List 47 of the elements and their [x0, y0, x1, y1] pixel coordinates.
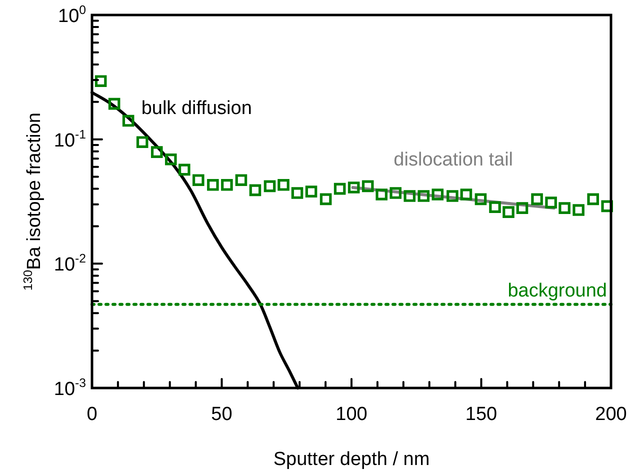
x-tick-label: 0 — [86, 404, 98, 425]
point — [178, 164, 190, 176]
point — [432, 188, 444, 200]
point — [587, 193, 599, 206]
point — [136, 136, 148, 148]
point — [558, 202, 570, 214]
point — [348, 182, 360, 194]
point — [489, 201, 501, 214]
y-axis-title: 130Ba isotope fraction — [21, 112, 45, 290]
point — [390, 187, 402, 199]
point — [150, 146, 163, 158]
x-tick-label: 150 — [465, 404, 498, 425]
point — [264, 180, 276, 192]
point — [601, 200, 614, 212]
point — [278, 179, 290, 191]
point — [164, 153, 177, 166]
point — [334, 182, 346, 195]
point — [291, 187, 304, 199]
point — [207, 179, 219, 191]
point — [192, 174, 204, 186]
point — [94, 75, 107, 87]
point — [362, 180, 374, 192]
point — [404, 190, 416, 202]
point — [460, 188, 472, 200]
point — [235, 174, 248, 186]
point — [418, 190, 430, 202]
point — [108, 98, 120, 110]
x-tick-label: 200 — [595, 404, 627, 425]
x-tick-label: 100 — [336, 404, 368, 425]
point — [572, 204, 584, 216]
point — [502, 206, 514, 218]
point — [516, 202, 528, 214]
point — [221, 179, 233, 191]
point — [249, 184, 262, 196]
x-tick-label: 50 — [211, 404, 232, 425]
point — [320, 193, 332, 206]
point — [446, 190, 458, 202]
point — [545, 196, 557, 208]
point — [474, 193, 487, 206]
point — [122, 114, 134, 127]
point — [531, 193, 543, 206]
point — [376, 188, 388, 200]
series-label: bulk diffusion — [141, 98, 252, 119]
point — [305, 186, 318, 198]
series-label: dislocation tail — [394, 149, 514, 170]
x-axis-title: Sputter depth / nm — [273, 449, 430, 470]
ref-line-label: background — [508, 280, 607, 302]
